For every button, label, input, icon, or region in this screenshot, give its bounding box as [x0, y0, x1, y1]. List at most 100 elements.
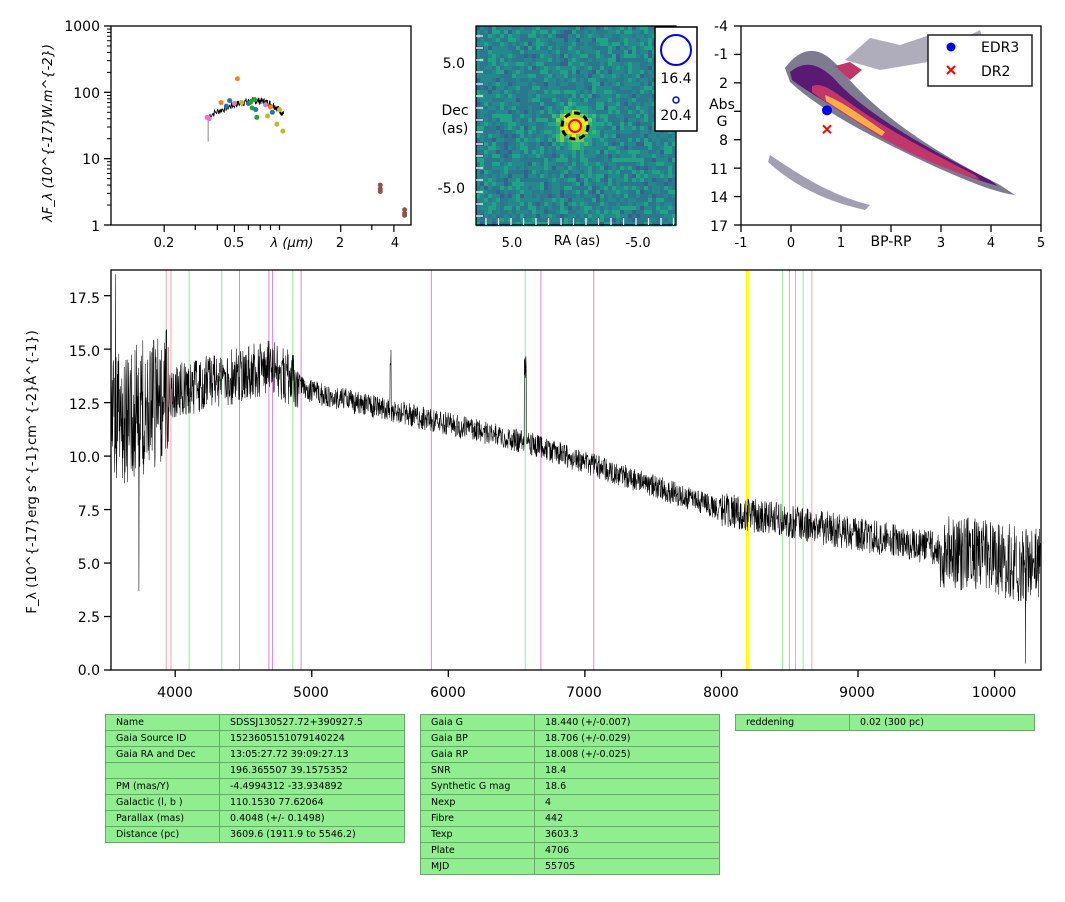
image-pixel — [620, 166, 625, 171]
image-pixel — [628, 178, 633, 183]
image-pixel — [588, 198, 593, 203]
image-pixel — [492, 34, 497, 39]
image-pixel — [604, 166, 609, 171]
image-pixel — [612, 82, 617, 87]
image-pixel — [616, 86, 621, 91]
image-pixel — [484, 90, 489, 95]
image-pixel — [488, 114, 493, 119]
image-pixel — [660, 214, 665, 219]
image-pixel — [540, 154, 545, 159]
image-pixel — [672, 174, 677, 179]
image-pixel — [632, 162, 637, 167]
image-pixel — [476, 150, 481, 155]
image-pixel — [632, 70, 637, 75]
image-pixel — [560, 158, 565, 163]
table-key: Name — [105, 714, 220, 731]
image-pixel — [660, 182, 665, 187]
image-pixel — [508, 54, 513, 59]
image-pixel — [592, 114, 597, 119]
image-pixel — [632, 134, 637, 139]
image-pixel — [492, 106, 497, 111]
image-pixel — [476, 38, 481, 43]
image-pixel — [632, 142, 637, 147]
image-pixel — [620, 102, 625, 107]
image-pixel — [516, 118, 521, 123]
image-pixel — [500, 170, 505, 175]
image-pixel — [520, 210, 525, 215]
image-pixel — [600, 110, 605, 115]
image-pixel — [516, 138, 521, 143]
image-pixel — [500, 114, 505, 119]
table-key — [105, 762, 220, 779]
image-pixel — [540, 150, 545, 155]
image-pixel — [580, 102, 585, 107]
image-pixel — [648, 166, 653, 171]
image-pixel — [488, 74, 493, 79]
image-pixel — [564, 206, 569, 211]
image-pixel — [500, 54, 505, 59]
image-pixel — [556, 178, 561, 183]
image-pixel — [492, 174, 497, 179]
image-pixel — [484, 214, 489, 219]
image-pixel — [552, 66, 557, 71]
image-pixel — [632, 118, 637, 123]
image-pixel — [520, 94, 525, 99]
image-pixel — [476, 138, 481, 143]
image-pixel — [520, 98, 525, 103]
image-pixel — [532, 218, 537, 223]
image-pixel — [552, 102, 557, 107]
image-pixel — [648, 202, 653, 207]
image-pixel — [544, 150, 549, 155]
image-pixel — [544, 190, 549, 195]
image-pixel — [588, 134, 593, 139]
image-pixel — [580, 162, 585, 167]
table-key: Texp — [420, 826, 535, 843]
image-pixel — [508, 222, 513, 227]
image-pixel — [552, 134, 557, 139]
image-pixel — [532, 50, 537, 55]
image-pixel — [516, 42, 521, 47]
image-pixel — [648, 146, 653, 151]
image-pixel — [612, 154, 617, 159]
image-pixel — [644, 150, 649, 155]
image-pixel — [668, 142, 673, 147]
image-pixel — [592, 106, 597, 111]
image-pixel — [580, 154, 585, 159]
image-pixel — [596, 34, 601, 39]
image-pixel — [624, 166, 629, 171]
image-pixel — [660, 186, 665, 191]
image-pixel — [508, 134, 513, 139]
image-pixel — [544, 78, 549, 83]
image-pixel — [480, 102, 485, 107]
image-pixel — [540, 74, 545, 79]
image-pixel — [640, 50, 645, 55]
image-pixel — [504, 190, 509, 195]
table-value: 4706 — [534, 842, 720, 859]
image-pixel — [560, 42, 565, 47]
image-pixel — [544, 162, 549, 167]
image-pixel — [540, 66, 545, 71]
image-pixel — [496, 74, 501, 79]
image-pixel — [668, 206, 673, 211]
image-pixel — [576, 94, 581, 99]
image-pixel — [572, 210, 577, 215]
image-pixel — [556, 134, 561, 139]
image-pixel — [596, 178, 601, 183]
image-pixel — [560, 102, 565, 107]
image-pixel — [620, 210, 625, 215]
image-pixel — [596, 46, 601, 51]
image-pixel — [660, 142, 665, 147]
gaia-position-marker — [568, 119, 582, 133]
image-pixel — [548, 102, 553, 107]
image-pixel — [544, 154, 549, 159]
image-pixel — [580, 66, 585, 71]
image-pixel — [544, 198, 549, 203]
image-pixel — [488, 126, 493, 131]
image-pixel — [516, 210, 521, 215]
image-pixel — [648, 178, 653, 183]
image-pixel — [544, 106, 549, 111]
image-pixel — [556, 46, 561, 51]
image-pixel — [612, 78, 617, 83]
image-pixel — [576, 46, 581, 51]
image-pixel — [632, 170, 637, 175]
